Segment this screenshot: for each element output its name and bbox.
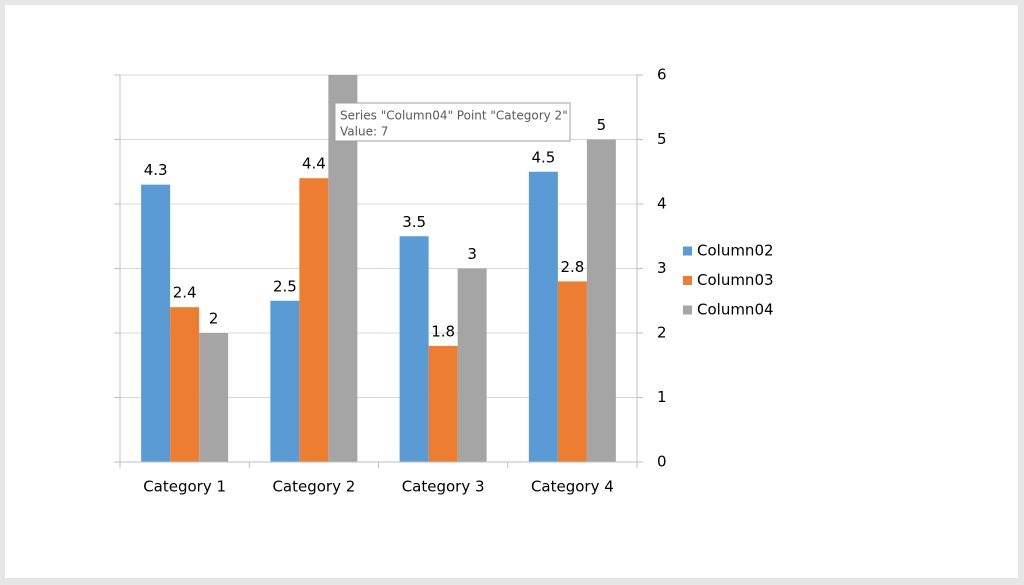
legend-label: Column04 xyxy=(697,301,774,319)
tooltip-box xyxy=(334,102,571,142)
data-label: 7 xyxy=(338,0,348,5)
y-tick-label: 0 xyxy=(657,453,667,471)
x-tick-label: Category 1 xyxy=(143,478,226,496)
bar xyxy=(141,184,171,462)
bar xyxy=(270,300,300,462)
data-label: 3 xyxy=(467,245,477,263)
bar xyxy=(299,178,329,462)
y-tick-label: 6 xyxy=(657,66,667,84)
tooltip-title: Series "Column04" Point "Category 2" xyxy=(340,109,568,123)
bar xyxy=(528,171,558,462)
tooltip: Series "Column04" Point "Category 2" Val… xyxy=(334,102,571,142)
legend-swatch xyxy=(683,305,692,315)
data-label: 2.4 xyxy=(173,284,197,302)
bar xyxy=(399,236,429,462)
bar xyxy=(170,307,200,462)
data-label: 2.8 xyxy=(560,258,584,276)
x-tick-label: Category 2 xyxy=(272,478,355,496)
data-label: 2.5 xyxy=(273,277,297,295)
y-tick-label: 2 xyxy=(657,324,667,342)
bar xyxy=(557,281,587,462)
legend-label: Column02 xyxy=(697,242,774,260)
y-tick-label: 1 xyxy=(657,388,667,406)
data-label: 4.5 xyxy=(531,148,555,166)
legend-swatch xyxy=(683,276,692,285)
x-tick-label: Category 3 xyxy=(402,478,485,496)
y-tick-label: 4 xyxy=(657,195,667,213)
canvas xyxy=(5,5,1018,578)
data-label: 3.5 xyxy=(402,213,426,231)
bar xyxy=(199,333,229,462)
bar xyxy=(328,75,358,462)
y-tick-label: 5 xyxy=(657,130,667,148)
data-label: 2 xyxy=(209,310,219,328)
bar xyxy=(586,139,616,462)
bar xyxy=(457,268,487,462)
legend-swatch xyxy=(683,246,692,256)
data-label: 5 xyxy=(597,116,607,134)
bar xyxy=(428,345,458,462)
data-label: 4.3 xyxy=(144,161,168,179)
data-label: 4.4 xyxy=(302,155,326,173)
tooltip-value: Value: 7 xyxy=(340,125,388,139)
y-tick-label: 3 xyxy=(657,259,667,277)
legend-label: Column03 xyxy=(697,271,774,289)
data-label: 1.8 xyxy=(431,322,455,340)
x-tick-label: Category 4 xyxy=(531,478,614,496)
